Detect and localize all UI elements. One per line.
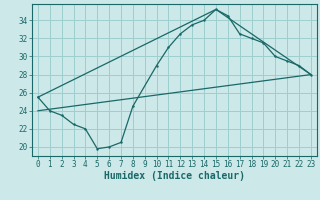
X-axis label: Humidex (Indice chaleur): Humidex (Indice chaleur) (104, 171, 245, 181)
